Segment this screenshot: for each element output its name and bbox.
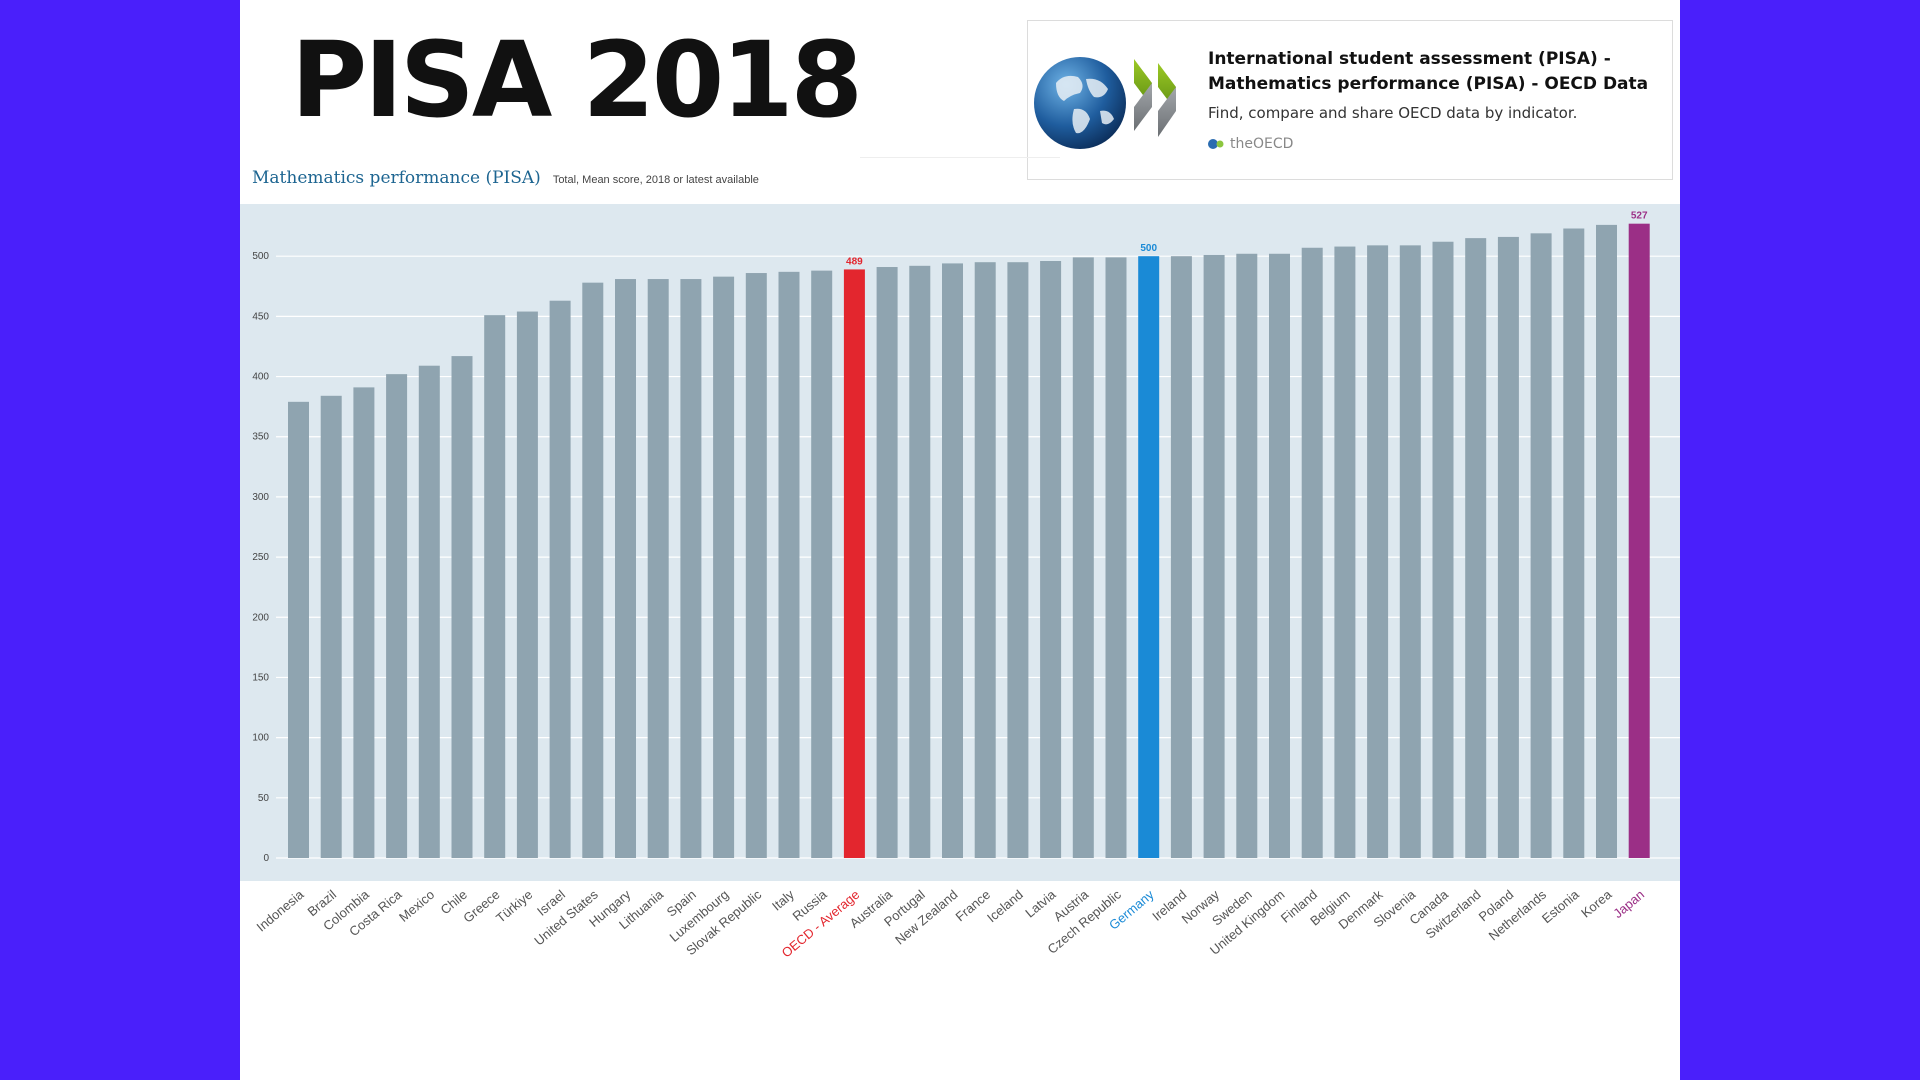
x-category-label: Indonesia [254, 886, 307, 934]
bar [484, 315, 506, 858]
bar [1269, 253, 1290, 859]
x-category-label: Iceland [984, 887, 1026, 925]
bar [778, 271, 800, 858]
data-label: 500 [1140, 243, 1157, 254]
bar [745, 273, 767, 858]
link-preview-card[interactable]: International student assessment (PISA) … [1027, 20, 1673, 180]
y-tick-label: 400 [252, 372, 269, 383]
bar [582, 282, 604, 858]
bar [451, 356, 473, 858]
data-label: 527 [1631, 211, 1648, 222]
y-tick-label: 0 [263, 853, 269, 864]
y-tick-label: 150 [252, 672, 269, 683]
bar [1399, 245, 1421, 858]
bar [1301, 247, 1323, 859]
x-category-label: Mexico [396, 887, 437, 925]
bar [418, 365, 440, 858]
y-tick-label: 250 [252, 552, 269, 563]
y-tick-label: 200 [252, 612, 269, 623]
bar [1072, 257, 1094, 858]
y-tick-label: 50 [258, 793, 270, 804]
chart-subtitle: Total, Mean score, 2018 or latest availa… [552, 174, 759, 186]
chart-title: Mathematics performance (PISA) [252, 168, 541, 188]
bar [320, 395, 342, 858]
bar [386, 374, 408, 858]
x-category-label: Greece [460, 887, 502, 926]
bar [1628, 223, 1650, 858]
bar [1432, 241, 1454, 859]
slide: PISA 2018 [240, 0, 1680, 1080]
link-card-source-label: theOECD [1230, 136, 1294, 152]
bar [1465, 238, 1487, 859]
bar [909, 265, 931, 858]
chart-heading: Mathematics performance (PISA) Total, Me… [252, 168, 759, 188]
bar [1138, 256, 1160, 858]
data-label: 489 [846, 256, 863, 267]
bar [876, 267, 898, 859]
link-card-title[interactable]: International student assessment (PISA) … [1208, 49, 1649, 94]
y-tick-label: 100 [252, 733, 269, 744]
header-divider [860, 157, 1060, 158]
bar [516, 311, 538, 859]
bar [1040, 260, 1062, 859]
bar [1563, 228, 1585, 859]
y-tick-label: 500 [252, 251, 269, 262]
source-favicon-icon [1208, 139, 1224, 149]
bar [288, 401, 309, 858]
bar [1530, 233, 1552, 858]
bar [1236, 253, 1258, 859]
bar [1203, 254, 1225, 859]
y-tick-label: 350 [252, 432, 269, 443]
bar [647, 279, 669, 858]
bar [1105, 257, 1127, 858]
bar [615, 279, 636, 858]
bar [680, 279, 702, 858]
bar [1170, 256, 1192, 858]
bar [1596, 224, 1617, 858]
x-category-label: Türkiye [493, 887, 535, 926]
y-tick-label: 450 [252, 311, 269, 322]
bar [1367, 245, 1389, 858]
bar [843, 269, 865, 858]
slide-title: PISA 2018 [291, 19, 863, 141]
bar [974, 262, 996, 858]
x-category-label: Estonia [1539, 886, 1582, 926]
bar [942, 263, 963, 858]
link-card-description: Find, compare and share OECD data by ind… [1208, 104, 1578, 122]
bar [811, 270, 833, 858]
link-card-source: theOECD [1208, 136, 1293, 152]
bar-chart: 050100150200250300350400450500IndonesiaB… [240, 204, 1680, 960]
bar [1334, 246, 1356, 858]
bar [1007, 262, 1029, 858]
bar [713, 276, 735, 858]
oecd-globe-logo-icon [1034, 57, 1176, 149]
bar [549, 300, 571, 858]
x-category-label: Korea [1578, 886, 1615, 920]
y-tick-label: 300 [252, 492, 269, 503]
x-category-label: Japan [1610, 887, 1647, 921]
bar [353, 387, 375, 858]
bar [1497, 236, 1519, 858]
